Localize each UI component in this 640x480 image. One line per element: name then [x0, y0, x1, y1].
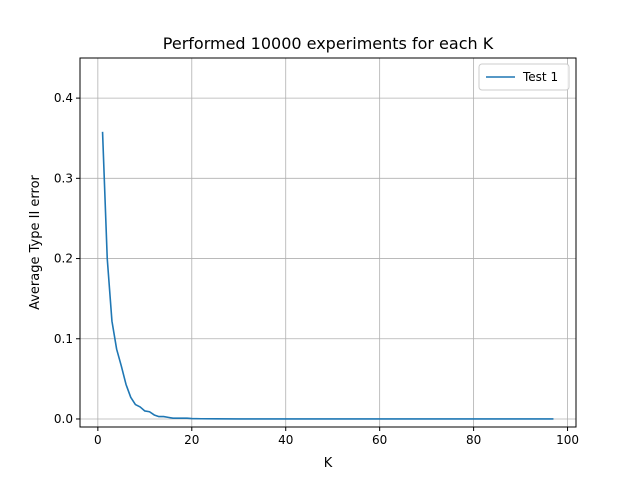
x-tick-label: 40: [278, 433, 293, 447]
axes-frame: [79, 57, 577, 428]
x-axis-label: K: [324, 456, 333, 471]
x-grid: [97, 58, 568, 427]
legend-label: Test 1: [522, 70, 558, 84]
y-tick-label: 0.3: [54, 171, 73, 185]
series-layer: [101, 131, 554, 420]
x-tick-label: 20: [184, 433, 199, 447]
legend: Test 1: [478, 63, 570, 91]
series-line: [101, 131, 554, 420]
y-tick-label: 0.1: [54, 332, 73, 346]
x-tick-label: 80: [466, 433, 481, 447]
y-tick-label: 0.0: [54, 412, 73, 426]
x-tick-label: 60: [372, 433, 387, 447]
y-axis-label: Average Type II error: [28, 174, 43, 309]
x-tick-label: 100: [556, 433, 579, 447]
y-tick-label: 0.4: [54, 91, 73, 105]
x-tick-label: 0: [94, 433, 102, 447]
x-axis-ticks: 0 20 40 60 80 100: [94, 427, 579, 447]
y-axis-ticks: 0.0 0.1 0.2 0.3 0.4: [54, 91, 80, 426]
legend-box: [478, 63, 570, 91]
chart-title: Performed 10000 experiments for each K: [163, 34, 494, 53]
y-tick-label: 0.2: [54, 252, 73, 266]
